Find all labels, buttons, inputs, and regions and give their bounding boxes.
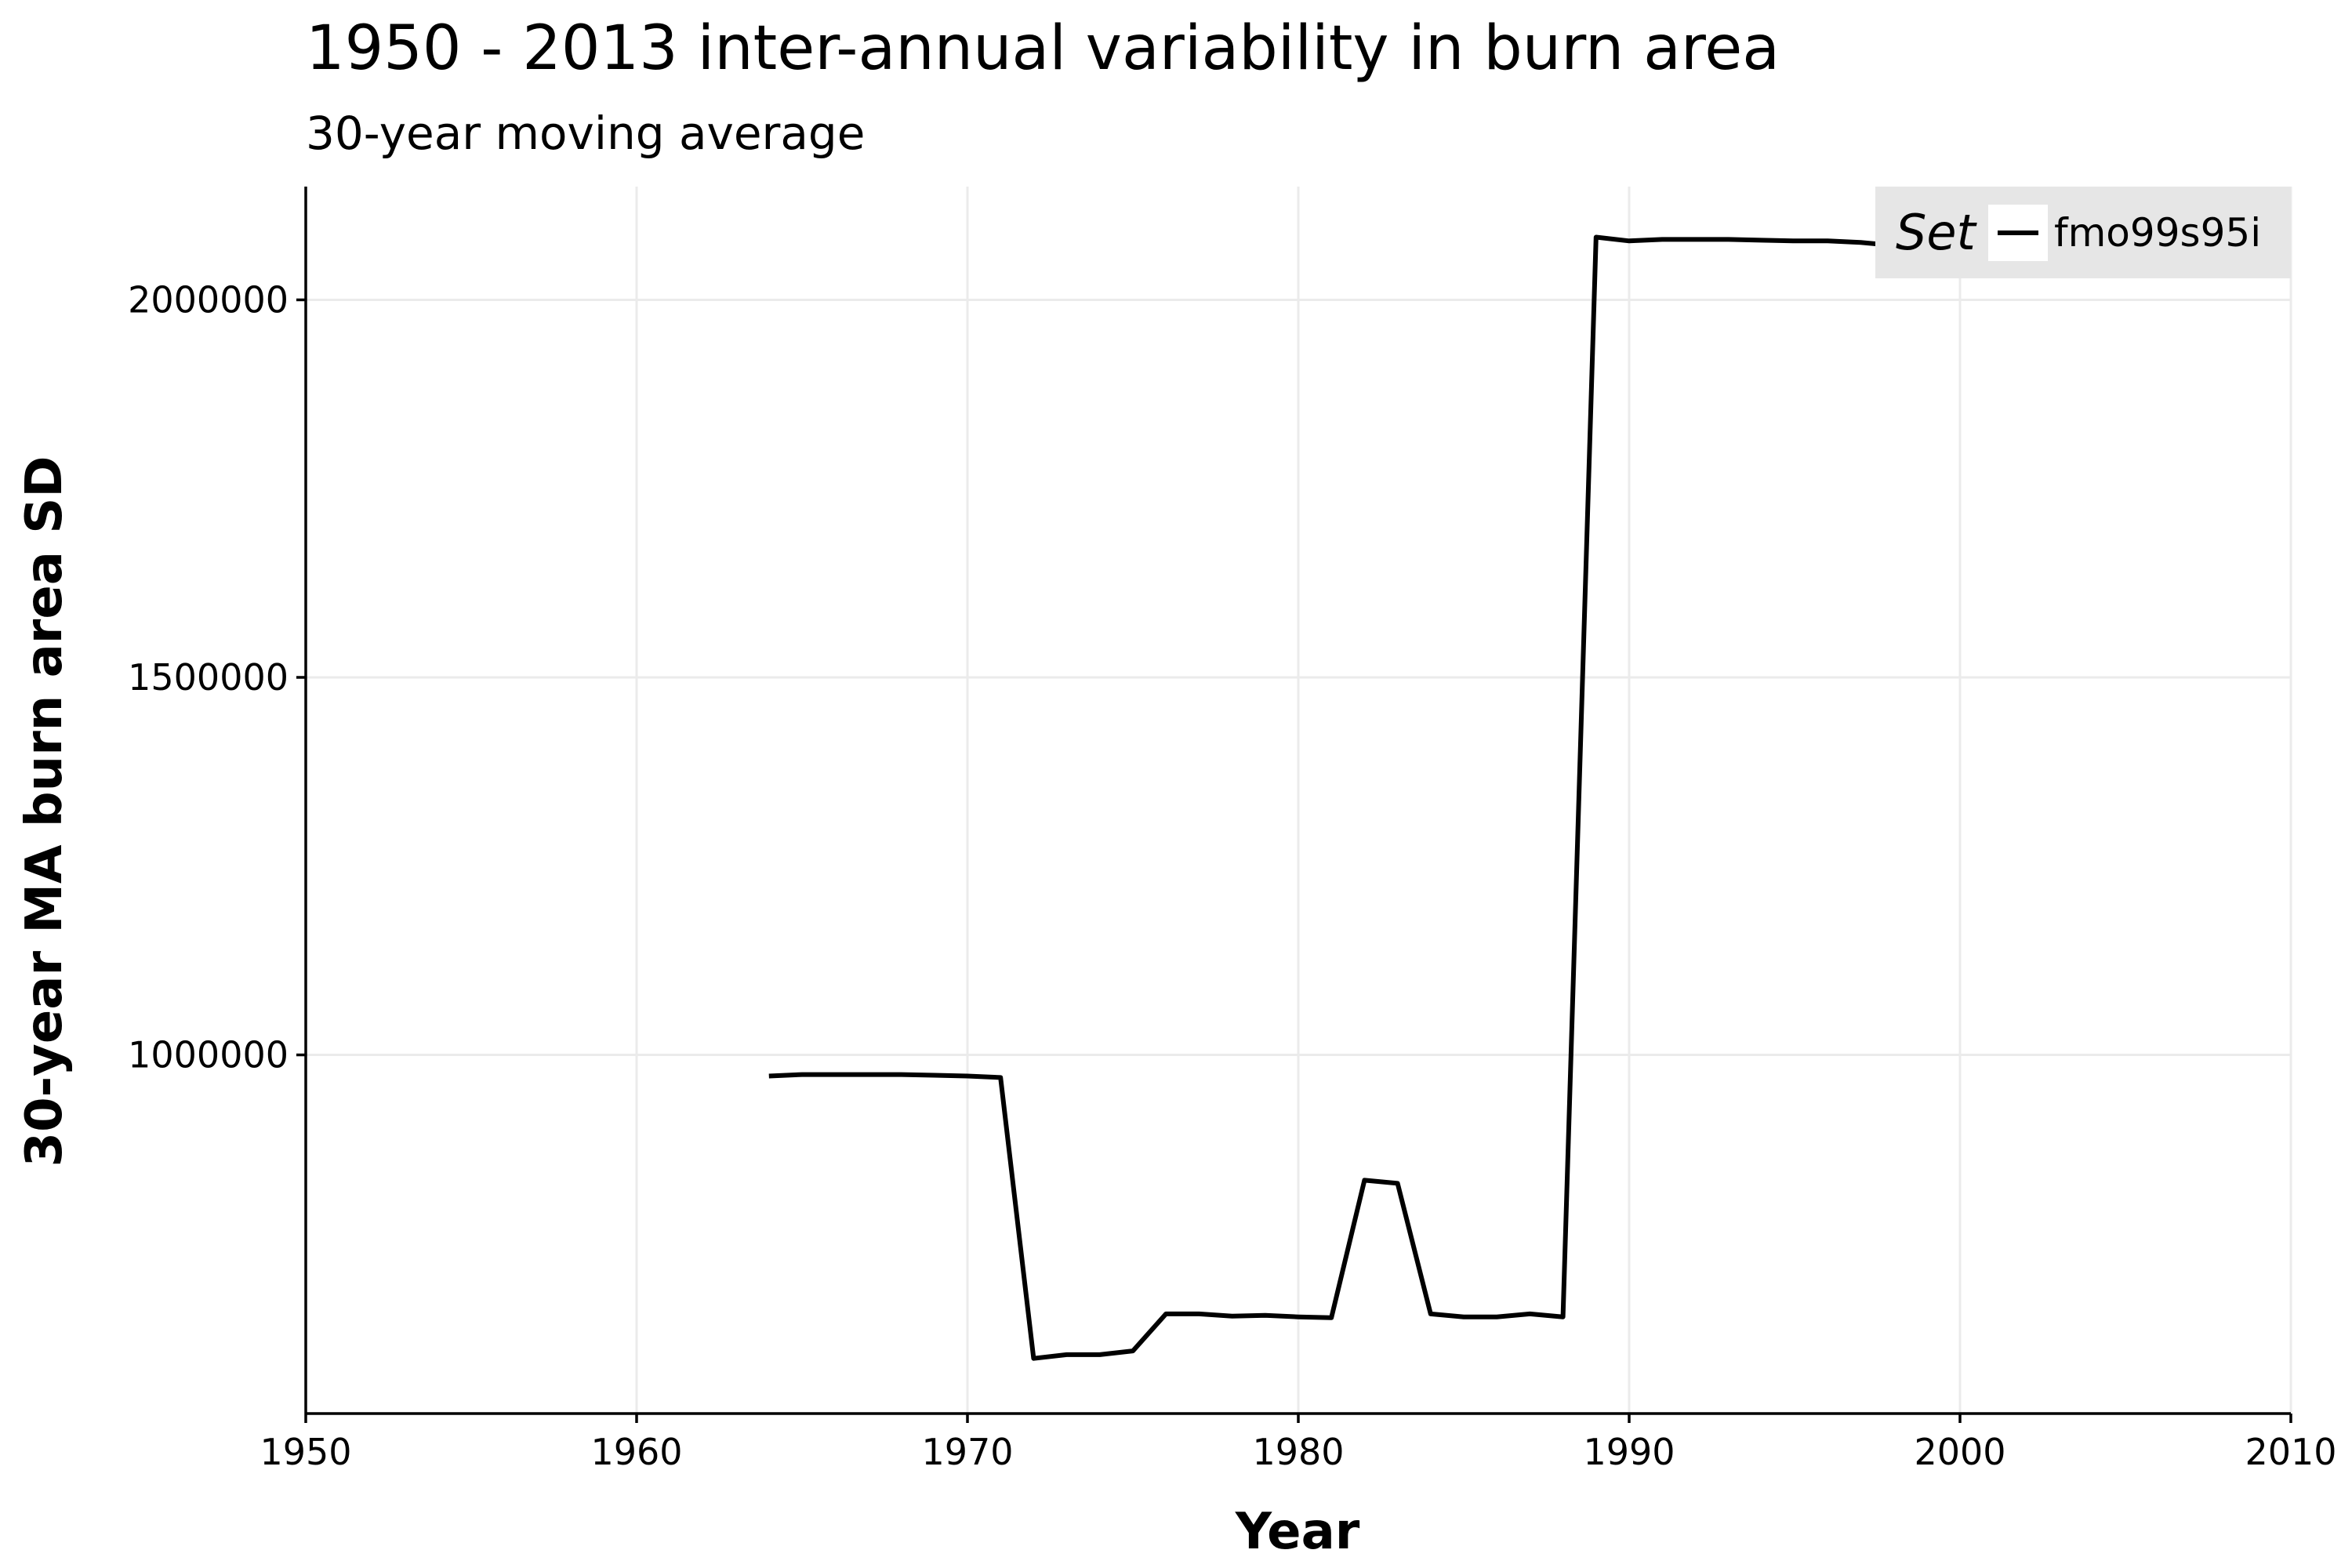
series-line-fmo99s95i: [768, 234, 1894, 1361]
y-tick-label: 2000000: [128, 278, 289, 321]
legend-title: Set: [1896, 204, 1978, 261]
y-axis-title: 30-year MA burn area SD: [16, 456, 74, 1167]
legend: Set fmo99s95i: [1875, 187, 2291, 278]
x-tick-label: 2000: [1914, 1431, 2005, 1473]
x-tick-label: 1950: [260, 1431, 351, 1473]
y-tick-label: 1500000: [128, 656, 289, 699]
y-axis-ticks: 1000000 1500000 2000000: [128, 278, 306, 1076]
chart-title: 1950 - 2013 inter-annual variability in …: [306, 13, 1780, 84]
legend-background: [1875, 187, 2291, 278]
x-axis-ticks: 1950 1960 1970 1980 1990 2000 2010: [260, 1414, 2337, 1473]
x-tick-label: 1960: [590, 1431, 682, 1473]
grid: [304, 187, 2292, 1414]
y-tick-label: 1000000: [128, 1034, 289, 1076]
x-tick-label: 1990: [1583, 1431, 1675, 1473]
x-tick-label: 1980: [1252, 1431, 1344, 1473]
legend-label: fmo99s95i: [2054, 210, 2261, 256]
x-tick-label: 1970: [921, 1431, 1013, 1473]
x-tick-label: 2010: [2245, 1431, 2336, 1473]
series-lines: [768, 234, 1894, 1361]
chart-subtitle: 30-year moving average: [306, 107, 865, 160]
x-axis-title: Year: [1235, 1503, 1360, 1561]
